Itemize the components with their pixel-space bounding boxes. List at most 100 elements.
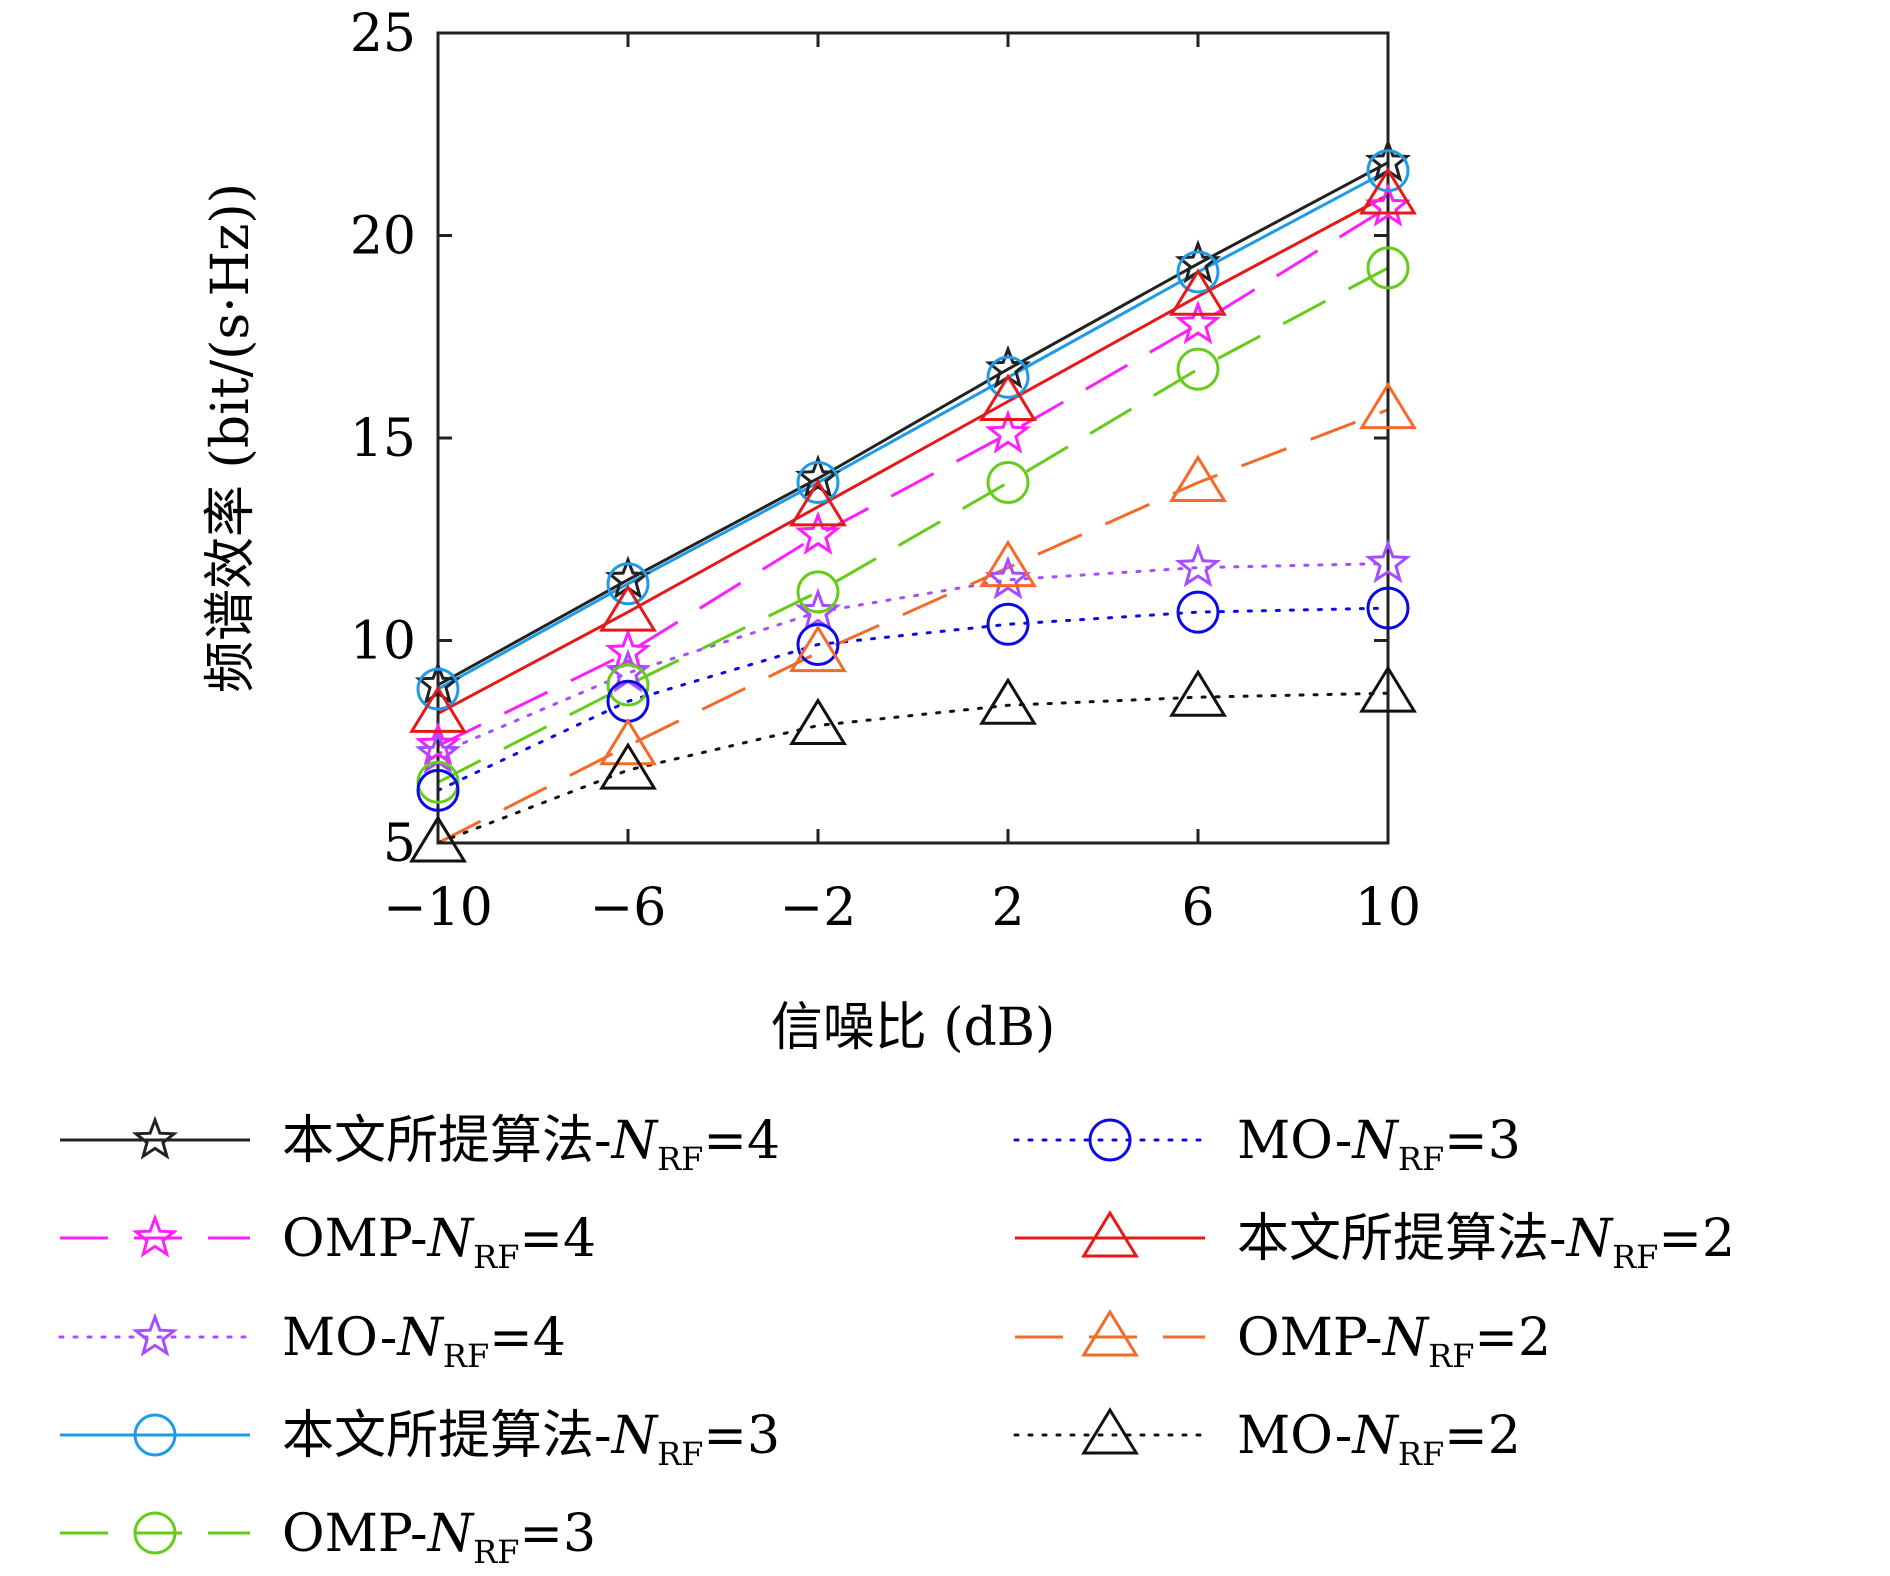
data-point-s3-p5 <box>1366 149 1410 193</box>
data-point-s5-p3 <box>986 602 1030 646</box>
x-axis-title: 信噪比 (dB) <box>771 998 1056 1058</box>
data-point-s8-p1 <box>599 742 657 790</box>
data-point-s1-p0 <box>414 721 462 766</box>
data-point-s5-p5 <box>1366 586 1410 630</box>
x-tick-label: −6 <box>590 878 667 938</box>
y-tick-label: 25 <box>350 4 416 64</box>
series-line-5 <box>436 606 1390 792</box>
axes-frame <box>436 31 1390 845</box>
data-point-s3-p2 <box>796 461 840 505</box>
data-point-s3-p4 <box>1176 250 1220 294</box>
data-point-s6-p5 <box>1359 167 1417 215</box>
series-line-4 <box>437 266 1389 784</box>
x-tick-label: −2 <box>780 878 857 938</box>
y-tick-label: 20 <box>350 207 416 267</box>
legend-entry-5: MO-NRF=3 <box>1013 1111 1521 1178</box>
data-point-s2-p5 <box>1364 539 1412 584</box>
legend-entry-3: 本文所提算法-NRF=3 <box>60 1406 780 1473</box>
data-point-s0-p2 <box>794 454 842 499</box>
y-tick-label: 15 <box>350 409 416 469</box>
ticks: −10 −6 −2 2 6 10 5 10 15 20 25 <box>350 4 1421 938</box>
legend-marker <box>1081 1407 1139 1455</box>
data-point-s4-p4 <box>1176 347 1220 391</box>
data-point-s0-p0 <box>414 660 462 705</box>
legend-marker <box>131 1213 179 1258</box>
legend-label: OMP-NRF=3 <box>282 1504 596 1571</box>
series-line-2 <box>436 562 1390 756</box>
legend-label: 本文所提算法-NRF=2 <box>1237 1209 1735 1276</box>
data-point-s1-p1 <box>604 628 652 673</box>
data-point-s0-p4 <box>1174 239 1222 284</box>
plot-lines <box>436 161 1390 845</box>
data-point-s7-p3 <box>979 539 1037 588</box>
series-line-6 <box>437 193 1389 715</box>
data-point-s8-p5 <box>1359 665 1417 713</box>
data-point-s4-p2 <box>796 570 840 614</box>
legend-label: MO-NRF=3 <box>1237 1111 1521 1178</box>
data-point-s4-p5 <box>1366 246 1410 290</box>
data-point-s0-p3 <box>984 344 1032 389</box>
data-point-s2-p3 <box>984 555 1032 600</box>
legend-entry-7: OMP-NRF=2 <box>1015 1308 1551 1375</box>
data-point-s8-p0 <box>409 815 467 863</box>
series-line-8 <box>436 691 1390 845</box>
data-point-s7-p2 <box>789 624 847 673</box>
data-point-s1-p5 <box>1364 182 1412 227</box>
data-point-s1-p4 <box>1174 300 1222 345</box>
markers <box>409 138 1417 863</box>
legend-marker <box>131 1115 179 1160</box>
data-point-s3-p0 <box>416 667 460 711</box>
data-point-s5-p0 <box>416 768 460 812</box>
legend-marker <box>133 1511 177 1555</box>
data-point-s8-p4 <box>1169 669 1227 717</box>
legend-entry-1: OMP-NRF=4 <box>60 1209 596 1276</box>
data-point-s7-p1 <box>599 717 657 766</box>
legend-marker <box>131 1312 179 1357</box>
legend-label: OMP-NRF=4 <box>282 1209 596 1276</box>
data-point-s6-p2 <box>789 478 847 527</box>
x-tick-label: −10 <box>383 878 493 938</box>
legend-marker <box>1088 1118 1132 1162</box>
data-point-s2-p4 <box>1174 543 1222 588</box>
data-point-s4-p1 <box>606 663 650 707</box>
legend-marker <box>1081 1309 1139 1357</box>
data-point-s7-p4 <box>1169 454 1227 503</box>
x-tick-label: 2 <box>991 878 1024 938</box>
y-tick-label: 5 <box>383 814 416 874</box>
series-line-0 <box>437 161 1389 687</box>
legend-entry-6: 本文所提算法-NRF=2 <box>1015 1209 1735 1276</box>
data-point-s1-p3 <box>984 409 1032 454</box>
x-tick-label: 6 <box>1181 878 1214 938</box>
data-point-s6-p1 <box>599 584 657 632</box>
data-point-s4-p3 <box>986 461 1030 505</box>
series-line-3 <box>437 169 1389 691</box>
legend-marker <box>1081 1210 1139 1258</box>
data-point-s7-p5 <box>1359 381 1417 430</box>
data-point-s3-p1 <box>606 562 650 606</box>
series-line-7 <box>437 408 1389 845</box>
data-point-s1-p2 <box>794 510 842 555</box>
legend: 本文所提算法-NRF=4 OMP-NRF=4 MO-NRF=4 本文所提算法-NRF=… <box>58 1111 1735 1571</box>
x-tick-label: 10 <box>1355 878 1421 938</box>
y-tick-label: 10 <box>350 612 416 672</box>
legend-marker <box>133 1413 177 1457</box>
data-point-s6-p3 <box>979 373 1037 422</box>
legend-entry-4: OMP-NRF=3 <box>60 1504 596 1571</box>
legend-label: 本文所提算法-NRF=4 <box>282 1111 780 1178</box>
legend-entry-2: MO-NRF=4 <box>58 1308 566 1375</box>
legend-label: MO-NRF=4 <box>282 1308 566 1375</box>
data-point-s6-p0 <box>409 685 467 733</box>
data-point-s4-p0 <box>416 760 460 804</box>
legend-label: MO-NRF=2 <box>1237 1406 1521 1473</box>
data-point-s8-p3 <box>979 677 1037 725</box>
data-point-s3-p3 <box>986 355 1030 399</box>
legend-label: 本文所提算法-NRF=3 <box>282 1406 780 1473</box>
series-line-1 <box>437 205 1389 748</box>
data-point-s5-p4 <box>1176 590 1220 634</box>
legend-entry-0: 本文所提算法-NRF=4 <box>60 1111 780 1178</box>
data-point-s8-p2 <box>789 697 847 746</box>
data-point-s6-p4 <box>1169 268 1227 316</box>
legend-entry-8: MO-NRF=2 <box>1013 1406 1521 1473</box>
legend-label: OMP-NRF=2 <box>1237 1308 1551 1375</box>
